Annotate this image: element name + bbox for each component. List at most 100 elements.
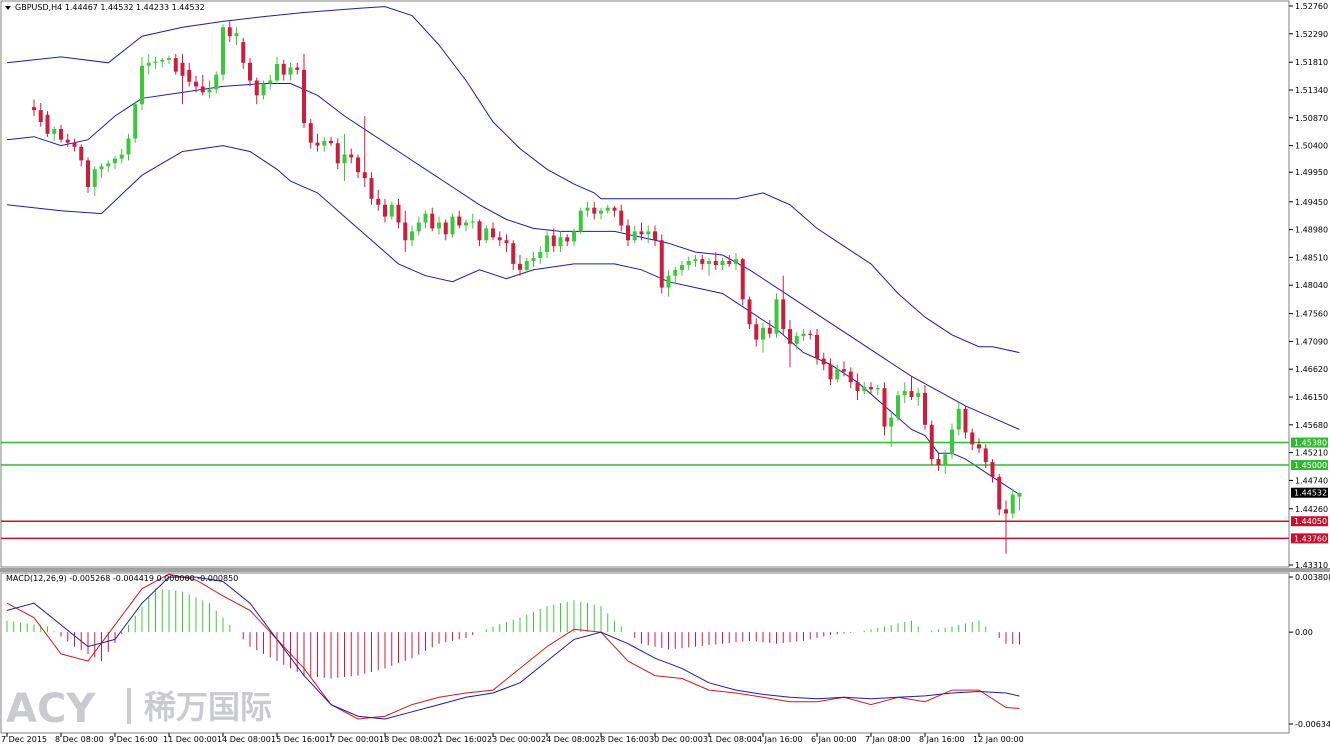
resistance-level-label: 1.44050 xyxy=(1294,517,1327,526)
candle-body xyxy=(653,231,657,241)
macd-axis: 0.003808 0.00 -0.006342 xyxy=(1289,573,1330,729)
candle-body xyxy=(956,408,961,430)
candle xyxy=(963,405,968,439)
candle-body xyxy=(52,129,57,134)
candle-body xyxy=(362,172,367,179)
price-tick-label: 1.44260 xyxy=(1295,505,1328,514)
candle xyxy=(416,216,421,236)
candle-body xyxy=(376,198,381,205)
candle-body xyxy=(106,163,111,167)
candle-body xyxy=(997,476,1002,510)
candle xyxy=(848,367,853,389)
price-tick-label: 1.47090 xyxy=(1295,337,1328,346)
candle-body xyxy=(551,235,556,247)
candle-body xyxy=(295,67,300,70)
candle-body xyxy=(38,110,43,122)
candle-body xyxy=(180,62,185,76)
candle-body xyxy=(585,207,590,211)
candle xyxy=(781,275,786,335)
candle-body xyxy=(929,424,934,460)
candle xyxy=(113,156,117,170)
candle-body xyxy=(578,210,583,232)
candle xyxy=(1017,492,1022,511)
candle-body xyxy=(842,369,846,372)
time-tick-label: 6 Jan 00:00 xyxy=(811,735,857,744)
candle xyxy=(79,144,84,167)
candle xyxy=(72,138,77,152)
time-tick-label: 8 Jan 16:00 xyxy=(919,735,965,744)
candle xyxy=(302,53,306,128)
candle-body xyxy=(254,80,259,96)
candle xyxy=(38,103,43,127)
candle-body xyxy=(511,243,516,264)
candle-body xyxy=(943,454,948,466)
candle xyxy=(686,256,691,270)
macd-tick-label: -0.006342 xyxy=(1295,720,1330,729)
candle xyxy=(167,55,171,64)
candle-body xyxy=(227,27,232,37)
candle xyxy=(835,364,840,383)
candle xyxy=(653,225,657,247)
candle xyxy=(389,201,394,220)
candle xyxy=(896,391,900,421)
macd-lines xyxy=(6,573,1020,720)
candle-body xyxy=(464,222,468,226)
candle xyxy=(545,231,549,258)
candle xyxy=(119,148,124,164)
resistance-level-label: 1.43760 xyxy=(1294,534,1327,543)
macd-pane[interactable]: 0.003808 0.00 -0.006342 MACD(12,26,9) -0.0… xyxy=(0,572,1330,734)
time-tick-label: 15 Dec 16:00 xyxy=(271,735,325,744)
chevron-down-icon[interactable] xyxy=(5,6,11,10)
candle-body xyxy=(383,204,387,217)
candle xyxy=(241,37,246,69)
candle xyxy=(329,136,333,146)
candle xyxy=(612,205,617,217)
candle xyxy=(59,124,63,143)
support-level-label: 1.45000 xyxy=(1294,461,1327,470)
candle xyxy=(862,382,867,395)
candle-body xyxy=(646,231,651,235)
candle xyxy=(909,376,914,400)
candle xyxy=(599,207,603,220)
candle-body xyxy=(329,140,333,144)
pane-separator[interactable] xyxy=(0,568,1330,572)
candle-body xyxy=(518,263,522,270)
candle-body xyxy=(214,74,219,90)
candle xyxy=(923,385,927,430)
candle-body xyxy=(457,216,462,226)
price-pane[interactable]: 1.52760 1.52290 1.51810 1.51340 1.50870 1.504… xyxy=(0,0,1328,570)
candle-body xyxy=(113,158,117,164)
candle-body xyxy=(902,391,907,396)
candle-body xyxy=(572,231,576,242)
candle xyxy=(227,21,232,43)
candle xyxy=(518,255,522,276)
candle-body xyxy=(605,207,610,211)
candle xyxy=(173,53,178,75)
candle xyxy=(86,157,90,193)
candle xyxy=(45,111,50,137)
candle-body xyxy=(538,252,543,258)
candle-body xyxy=(747,299,752,325)
candle xyxy=(140,56,144,111)
price-tick-label: 1.48040 xyxy=(1295,281,1328,290)
candle xyxy=(484,225,489,244)
candle xyxy=(497,231,502,247)
time-tick-label: 17 Dec 00:00 xyxy=(325,735,379,744)
candle-body xyxy=(754,324,759,340)
horizontal-levels[interactable]: 1.45380 1.45000 1.44050 1.43760 xyxy=(1,437,1328,544)
candle-body xyxy=(909,391,914,398)
candle xyxy=(423,210,428,229)
bollinger-upper-band xyxy=(6,6,1020,354)
candle-body xyxy=(322,140,327,146)
candle-body xyxy=(173,58,178,72)
candle-body xyxy=(221,27,225,75)
candle-body xyxy=(342,154,347,164)
candle-body xyxy=(437,222,441,229)
candle-body xyxy=(619,210,624,226)
candle-body xyxy=(977,444,981,449)
time-tick-label: 7 Dec 2015 xyxy=(1,735,47,744)
candle xyxy=(889,411,894,448)
candle xyxy=(180,53,185,105)
candle xyxy=(855,373,860,400)
candle xyxy=(727,255,732,267)
